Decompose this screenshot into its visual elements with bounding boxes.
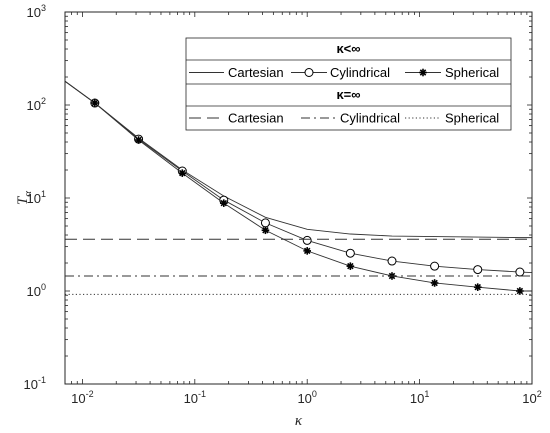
legend-label: Cylindrical — [330, 65, 390, 80]
legend-entry-infinite-cartesian: Cartesian — [189, 111, 284, 126]
series-finite-spherical — [64, 80, 532, 295]
x-axis-label: κ — [295, 413, 303, 429]
legend-entry-finite-cartesian: Cartesian — [189, 65, 284, 80]
legend-label: Cartesian — [228, 111, 284, 126]
legend-entry-finite-cylindrical: Cylindrical — [291, 65, 390, 80]
data-point — [302, 235, 312, 245]
legend: κ<∞ κ=∞ Cartesian Cylindrical Spherical Carte… — [185, 37, 512, 131]
series-layer — [64, 80, 533, 295]
data-point — [178, 169, 187, 177]
data-point — [261, 226, 270, 235]
legend-marker — [304, 68, 314, 77]
legend-label: Spherical — [445, 65, 499, 80]
data-point — [473, 265, 483, 275]
data-point — [473, 283, 482, 291]
legend-group2-title: κ=∞ — [336, 87, 360, 102]
data-point — [134, 136, 143, 144]
data-point — [430, 279, 439, 287]
data-point — [345, 248, 355, 258]
legend-label: Spherical — [445, 111, 499, 126]
data-point — [91, 99, 99, 107]
legend-marker — [419, 68, 427, 77]
data-point — [346, 262, 355, 270]
legend-entry-infinite-spherical: Spherical — [405, 111, 499, 126]
data-point — [303, 247, 312, 255]
data-point — [387, 256, 397, 266]
legend-label: Cartesian — [228, 65, 284, 80]
data-point — [515, 267, 525, 277]
legend-entry-finite-spherical: Spherical — [405, 65, 499, 80]
data-point — [219, 199, 228, 207]
data-point — [430, 261, 440, 271]
data-point — [260, 218, 270, 228]
legend-group1-title: κ<∞ — [336, 41, 360, 56]
data-point — [516, 287, 524, 295]
legend-label: Cylindrical — [340, 111, 400, 126]
legend-entry-infinite-cylindrical: Cylindrical — [301, 111, 400, 126]
